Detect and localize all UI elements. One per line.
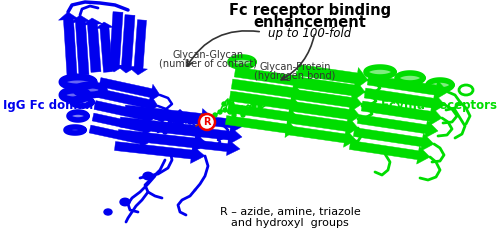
Ellipse shape [76, 85, 104, 95]
Ellipse shape [230, 57, 254, 67]
PathPatch shape [92, 113, 153, 136]
Circle shape [179, 122, 183, 126]
Text: IgG Fc domain: IgG Fc domain [3, 98, 98, 112]
PathPatch shape [97, 88, 158, 113]
PathPatch shape [94, 100, 155, 125]
Circle shape [230, 102, 234, 106]
PathPatch shape [152, 122, 242, 144]
PathPatch shape [294, 76, 365, 101]
Text: R: R [203, 117, 211, 127]
PathPatch shape [290, 101, 360, 124]
Text: Fc receptor binding: Fc receptor binding [229, 3, 391, 18]
Circle shape [188, 120, 192, 124]
Circle shape [166, 126, 170, 130]
PathPatch shape [226, 116, 296, 138]
PathPatch shape [96, 22, 114, 72]
PathPatch shape [124, 105, 215, 128]
PathPatch shape [99, 78, 160, 102]
PathPatch shape [297, 64, 368, 89]
Circle shape [246, 108, 250, 112]
PathPatch shape [154, 110, 245, 132]
PathPatch shape [364, 88, 445, 113]
Circle shape [181, 118, 185, 122]
PathPatch shape [120, 117, 210, 140]
PathPatch shape [368, 75, 448, 100]
Text: Glycan-Protein: Glycan-Protein [259, 62, 331, 72]
Text: enhancement: enhancement [254, 15, 366, 30]
PathPatch shape [230, 91, 300, 114]
Circle shape [218, 110, 222, 114]
PathPatch shape [82, 18, 102, 72]
Circle shape [168, 121, 172, 125]
PathPatch shape [286, 126, 356, 147]
Circle shape [186, 118, 190, 122]
Circle shape [173, 122, 177, 126]
Ellipse shape [428, 80, 452, 90]
Text: R – azide, amine, triazole: R – azide, amine, triazole [220, 207, 360, 217]
PathPatch shape [234, 67, 305, 90]
Text: (number of contact): (number of contact) [159, 59, 257, 69]
Circle shape [241, 113, 245, 117]
Ellipse shape [62, 77, 94, 87]
PathPatch shape [292, 89, 362, 112]
Circle shape [199, 114, 215, 130]
PathPatch shape [354, 128, 434, 151]
Text: (hydrogen bond): (hydrogen bond) [254, 71, 336, 81]
Circle shape [228, 110, 232, 114]
Text: Glycan-Glycan: Glycan-Glycan [172, 50, 244, 60]
PathPatch shape [362, 101, 442, 126]
PathPatch shape [58, 12, 78, 75]
Ellipse shape [62, 90, 88, 100]
Circle shape [174, 113, 178, 117]
Ellipse shape [69, 112, 87, 120]
Ellipse shape [66, 127, 84, 133]
PathPatch shape [70, 15, 90, 75]
Circle shape [258, 107, 262, 111]
Ellipse shape [72, 98, 92, 106]
Circle shape [237, 106, 241, 110]
Circle shape [166, 116, 170, 120]
PathPatch shape [89, 125, 150, 148]
PathPatch shape [232, 79, 302, 102]
Ellipse shape [104, 209, 112, 215]
PathPatch shape [288, 113, 358, 136]
Circle shape [163, 130, 167, 134]
Circle shape [232, 113, 236, 117]
Circle shape [222, 102, 226, 106]
Circle shape [258, 104, 262, 108]
Ellipse shape [366, 67, 394, 77]
Text: FcγIIIa  receptors: FcγIIIa receptors [381, 98, 497, 112]
Circle shape [253, 111, 257, 115]
PathPatch shape [116, 15, 136, 73]
Text: up to 100-fold: up to 100-fold [268, 27, 351, 40]
Circle shape [252, 104, 256, 108]
Circle shape [162, 113, 166, 117]
PathPatch shape [114, 142, 205, 164]
PathPatch shape [228, 104, 298, 126]
PathPatch shape [358, 114, 438, 138]
Ellipse shape [120, 198, 130, 206]
Ellipse shape [143, 172, 153, 180]
PathPatch shape [350, 140, 430, 164]
Circle shape [227, 100, 231, 104]
PathPatch shape [150, 135, 240, 156]
PathPatch shape [104, 12, 124, 72]
PathPatch shape [130, 20, 148, 75]
Circle shape [213, 113, 217, 117]
Circle shape [176, 120, 180, 124]
Ellipse shape [397, 73, 423, 83]
PathPatch shape [118, 130, 208, 152]
Text: and hydroxyl  groups: and hydroxyl groups [231, 218, 349, 228]
Circle shape [223, 108, 227, 112]
